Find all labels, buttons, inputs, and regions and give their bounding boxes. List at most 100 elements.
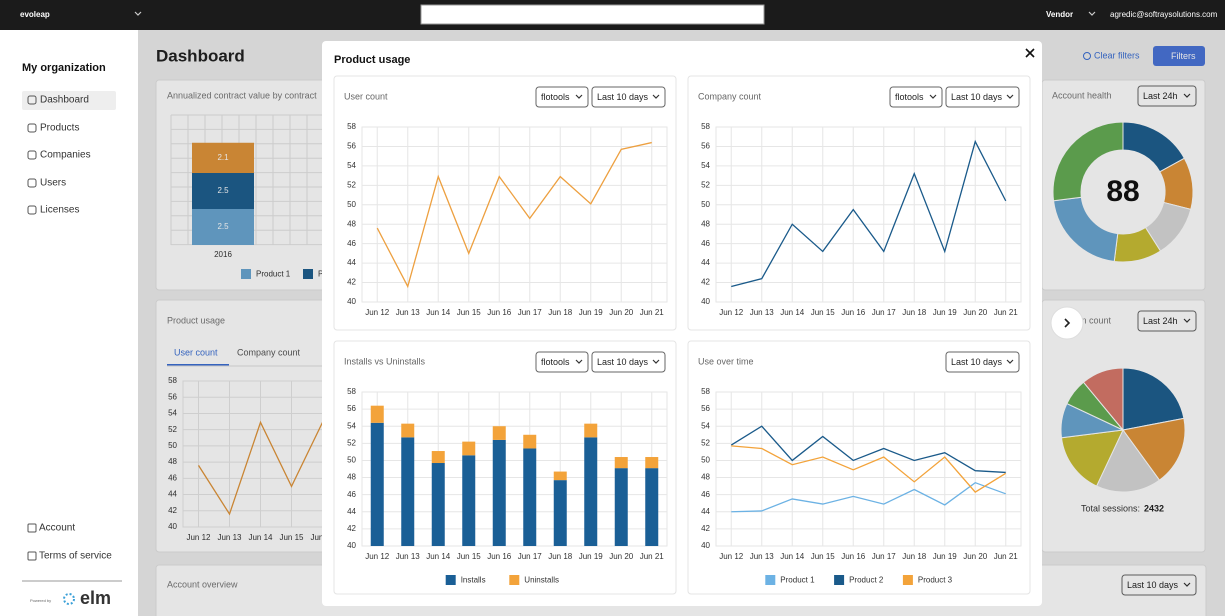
legend-label: Installs [461,576,486,585]
y-tick-label: 42 [701,524,710,533]
bar [370,405,384,423]
tab[interactable]: User count [174,347,218,357]
chart-card [333,75,677,331]
dropdown[interactable] [1137,85,1197,107]
dropdown[interactable] [1121,574,1197,596]
x-tick-label: Jun 19 [933,308,958,317]
chevron [575,359,583,364]
x-tick-label: Jun 18 [548,308,573,317]
y-tick-label: 52 [701,180,710,189]
card-title: Account health [1052,90,1112,100]
x-tick-label: Jun 13 [750,308,775,317]
bar [523,434,537,449]
x-tick-label: Jun 17 [872,552,897,561]
y-tick-label: 52 [347,180,356,189]
y-tick-label: 42 [168,506,177,515]
chevron [134,11,142,16]
filters-button[interactable] [1153,46,1205,66]
chevron [1183,318,1191,323]
nav-item[interactable]: Companies [40,150,91,161]
dropdown[interactable] [889,86,943,108]
bar [614,457,628,469]
line [730,425,1006,474]
y-tick-label: 48 [347,219,356,228]
y-tick-label: 58 [347,122,356,131]
x-tick-label: Jun 19 [933,552,958,561]
x-tick-label: Jun 13 [217,533,242,542]
y-tick-label: 50 [701,456,710,465]
plot-frame [715,126,1022,303]
pie-slice [1082,367,1124,432]
pie-slice [1052,121,1124,202]
x-tick-label: Jun 17 [872,308,897,317]
logo-mark [63,593,75,605]
clear-filters[interactable]: Clear filters [1094,50,1140,60]
dropdown[interactable] [945,86,1020,108]
y-tick-label: 44 [347,507,356,516]
nav-item[interactable]: Dashboard [40,95,89,106]
chevron [652,359,660,364]
x-tick-label: Jun 12 [186,533,211,542]
dashboard-title: Dashboard [156,46,245,65]
nav-item[interactable]: Products [40,123,79,134]
x-tick-label: Jun 15 [279,533,304,542]
x-tick-label: Jun 18 [902,308,927,317]
dropdown[interactable] [591,351,666,373]
dropdown[interactable] [591,86,666,108]
y-tick-label: 46 [347,490,356,499]
search-box[interactable] [420,4,765,25]
y-tick-label: 46 [168,473,177,482]
org-title: My organization [22,62,106,74]
dropdown[interactable] [535,351,589,373]
chart-card [687,75,1031,331]
y-tick-label: 50 [347,200,356,209]
legend-label: Product 1 [780,576,815,585]
chevron [1088,11,1096,16]
bar [370,422,384,546]
bar [553,471,567,481]
y-tick-label: 48 [168,457,177,466]
y-tick-label: 48 [701,219,710,228]
legend-swatch [241,269,251,279]
x-tick-label: Jun 14 [780,308,805,317]
x-tick-label: Jun 20 [609,552,634,561]
card-title: Account overview [167,579,238,589]
line [731,445,1007,493]
y-tick-label: 56 [701,142,710,151]
bar [462,455,476,546]
line [731,139,1007,288]
filters-label: Filters [1171,51,1196,61]
total-value: 2432 [1144,503,1164,513]
bar [492,439,506,546]
y-tick-label: 40 [168,522,177,531]
dropdown[interactable] [1137,310,1197,332]
close-button[interactable] [1025,48,1035,58]
legend-label: Product 2 [849,576,884,585]
next-button[interactable] [1050,306,1084,340]
y-tick-label: 56 [347,142,356,151]
y-tick-label: 44 [701,258,710,267]
dropdown[interactable] [945,351,1020,373]
nav-item[interactable]: Users [40,178,66,189]
dropdown-label: flotools [895,92,924,102]
tab[interactable]: Company count [237,347,301,357]
footer-link[interactable]: Account [39,523,75,534]
dropdown-label: flotools [541,357,570,367]
nav-active [22,91,116,110]
chevron [929,94,937,99]
bar-segment [192,173,254,209]
x-tick-label: Jun 16 [487,308,512,317]
y-tick-label: 44 [701,507,710,516]
y-tick-label: 44 [168,490,177,499]
dropdown[interactable] [535,86,589,108]
x-tick-label: Jun 13 [396,552,421,561]
x-tick-label: Jun 18 [548,552,573,561]
legend-label: Product 3 [918,576,953,585]
bar [401,423,415,438]
y-tick-label: 46 [701,490,710,499]
footer-link[interactable]: Terms of service [39,551,112,562]
y-tick-label: 58 [347,387,356,396]
nav-item[interactable]: Licenses [40,205,79,216]
y-tick-label: 46 [347,239,356,248]
